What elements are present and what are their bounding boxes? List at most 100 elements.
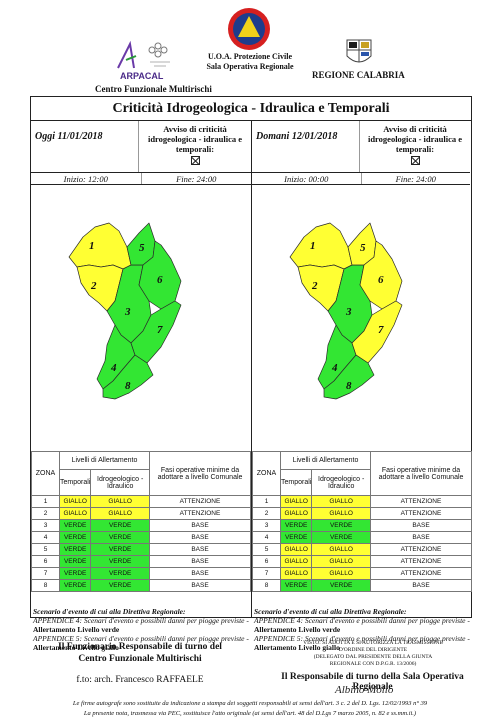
day-column-today: Oggi 11/01/2018 Avviso di criticità idro… <box>31 121 252 652</box>
regione-calabria-logo <box>346 39 372 63</box>
map-zone-label: 6 <box>378 274 384 286</box>
zona-header: ZONA <box>31 451 60 496</box>
idro-level: GIALLO <box>311 555 371 568</box>
appendix-5-level: Allertamento Livello giallo <box>33 643 119 652</box>
temporali-header: Temporali <box>279 469 313 496</box>
temporali-level: VERDE <box>58 567 92 580</box>
footer-left-line-2: Centro Funzionale Multirischi <box>78 654 202 664</box>
visto-line-3: (DELEGATO DAL PRESIDENTE DELLA GIUNTA <box>313 654 433 660</box>
uoa-block: U.O.A. Protezione Civile Sala Operativa … <box>170 52 330 72</box>
day-column-tomorrow: Domani 12/01/2018 Avviso di criticità id… <box>251 121 473 652</box>
fase-operativa: ATTENZIONE <box>369 555 473 568</box>
alert-table-today: ZONA Livelli di Allertamento Fasi operativ… <box>31 451 252 592</box>
map-zone-label: 6 <box>157 274 163 286</box>
idro-level: GIALLO <box>311 507 371 520</box>
fase-operativa: BASE <box>148 519 252 532</box>
appendix-4-level: Allertamento Livello verde <box>254 625 341 634</box>
temporali-level: VERDE <box>58 579 92 592</box>
idro-level: VERDE <box>90 519 150 532</box>
avviso-checkbox <box>410 156 420 165</box>
temporali-level: VERDE <box>279 579 313 592</box>
map-zone-1 <box>289 222 353 270</box>
scenario-block: Scenario d'evento di cui alla Direttiva … <box>33 607 249 652</box>
table-row: 4 VERDE VERDE BASE <box>31 531 252 544</box>
arpacal-name: ARPACAL <box>120 71 164 81</box>
temporali-level: GIALLO <box>58 507 92 520</box>
regione-name: REGIONE CALABRIA <box>312 70 405 80</box>
zone-number: 5 <box>31 543 60 556</box>
table-row: 7 GIALLO GIALLO ATTENZIONE <box>252 567 473 580</box>
idro-header: Idrogeologico - Idraulico <box>90 469 150 496</box>
zone-number: 4 <box>31 531 60 544</box>
map-zone-label: 5 <box>360 242 366 254</box>
zone-number: 7 <box>31 567 60 580</box>
fase-operativa: BASE <box>148 543 252 556</box>
idro-header: Idrogeologico - Idraulico <box>311 469 371 496</box>
idro-level: VERDE <box>90 567 150 580</box>
map-zone-label: 8 <box>125 380 131 392</box>
idro-level: GIALLO <box>311 495 371 508</box>
map-zone-6 <box>138 240 182 310</box>
end-time: Fine: 24:00 <box>360 173 471 184</box>
zone-number: 1 <box>252 495 281 508</box>
scenario-title: Scenario d'evento di cui alla Direttiva … <box>33 607 186 616</box>
table-row: 5 VERDE VERDE BASE <box>31 543 252 556</box>
calabria-map-tomorrow: 1 2 3 4 5 6 7 8 <box>289 222 403 400</box>
table-row: 1 GIALLO GIALLO ATTENZIONE <box>252 495 473 508</box>
footer-right-visto: VISTO: SI ADOTTA E SI AUTORIZZA LA TRASM… <box>268 640 478 668</box>
appendix-5: APPENDICE 5: Scenari d'evento e possibil… <box>33 634 249 643</box>
avviso-checkbox <box>190 156 200 165</box>
idro-level: VERDE <box>311 579 371 592</box>
table-row: 1 GIALLO GIALLO ATTENZIONE <box>31 495 252 508</box>
appendix-4: APPENDICE 4: Scenari d'evento e possibil… <box>33 616 249 625</box>
zone-number: 4 <box>252 531 281 544</box>
table-row: 2 GIALLO GIALLO ATTENZIONE <box>252 507 473 520</box>
idro-level: VERDE <box>311 531 371 544</box>
temporali-level: VERDE <box>58 531 92 544</box>
alert-table-tomorrow: ZONA Livelli di Allertamento Fasi operativ… <box>252 451 473 592</box>
temporali-level: GIALLO <box>58 495 92 508</box>
protezione-civile-logo <box>228 8 270 50</box>
appendix-4-level: Allertamento Livello verde <box>33 625 120 634</box>
map-zone-1 <box>68 222 132 270</box>
idro-level: GIALLO <box>311 543 371 556</box>
end-time: Fine: 24:00 <box>140 173 252 184</box>
idro-level: GIALLO <box>311 567 371 580</box>
uoa-line-1: U.O.A. Protezione Civile <box>207 52 293 61</box>
zone-number: 3 <box>252 519 281 532</box>
footer-note-1: Le firme autografe sono sostituite da in… <box>72 700 428 707</box>
map-zone-label: 7 <box>378 324 384 336</box>
footer-right-main: Il Responsabile di turno della Sala Oper… <box>281 672 464 692</box>
livelli-header: Livelli di Allertamento <box>280 451 371 470</box>
map-zone-label: 1 <box>310 240 316 252</box>
temporali-level: GIALLO <box>279 543 313 556</box>
start-time: Inizio: 00:00 <box>284 174 329 184</box>
idro-level: VERDE <box>90 531 150 544</box>
visto-line-4: REGIONALE CON D.P.G.R. 13/2006) <box>329 661 417 667</box>
header: ARPACAL Centro Funzionale Multirischi U.… <box>0 0 500 96</box>
fase-operativa: ATTENZIONE <box>369 567 473 580</box>
table-row: 3 VERDE VERDE BASE <box>31 519 252 532</box>
zone-number: 7 <box>252 567 281 580</box>
temporali-level: VERDE <box>58 543 92 556</box>
zone-number: 2 <box>31 507 60 520</box>
footer-left-line-1: Il Funzionario Responsabile di turno del <box>58 642 222 652</box>
fase-operativa: ATTENZIONE <box>369 495 473 508</box>
table-row: 6 VERDE VERDE BASE <box>31 555 252 568</box>
table-row: 6 GIALLO GIALLO ATTENZIONE <box>252 555 473 568</box>
appendix-5-level: Allertamento Livello giallo <box>254 643 340 652</box>
zone-number: 2 <box>252 507 281 520</box>
map-zone-label: 1 <box>89 240 95 252</box>
table-row: 5 GIALLO GIALLO ATTENZIONE <box>252 543 473 556</box>
fase-operativa: BASE <box>369 579 473 592</box>
fase-operativa: BASE <box>148 555 252 568</box>
map-zone-label: 3 <box>124 306 131 318</box>
table-row: 2 GIALLO GIALLO ATTENZIONE <box>31 507 252 520</box>
map-zone-label: 8 <box>346 380 352 392</box>
fase-operativa: BASE <box>148 579 252 592</box>
temporali-level: GIALLO <box>279 507 313 520</box>
centro-funzionale-name: Centro Funzionale Multirischi <box>95 84 212 94</box>
fase-operativa: ATTENZIONE <box>148 507 252 520</box>
zone-number: 6 <box>31 555 60 568</box>
appendix-4: APPENDICE 4: Scenari d'evento e possibil… <box>254 616 470 625</box>
